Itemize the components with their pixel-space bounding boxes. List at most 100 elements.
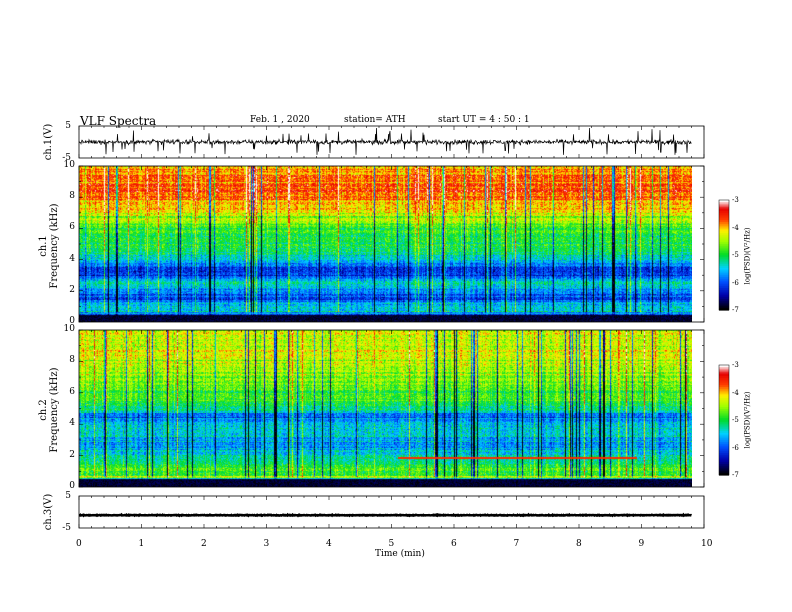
chart-title: VLF Spectra (80, 114, 157, 128)
cb1-band-21 (719, 238, 729, 241)
y-tick-label-w1-top: 5 (65, 121, 71, 131)
y-tick-label-w3-top: 5 (65, 491, 71, 501)
cb2-band-52 (719, 460, 729, 463)
cb1-tick--4: -4 (732, 223, 739, 232)
x-tick-label-1: 1 (138, 539, 145, 549)
cb1-band-54 (719, 299, 729, 302)
spectrogram-image-ch.1 (79, 166, 692, 322)
x-tick-label-10: 10 (701, 539, 713, 549)
cb2-frame (718, 364, 730, 476)
cb1-band-41 (719, 275, 729, 278)
cb2-tick--7: -7 (732, 471, 739, 479)
cb1-band-47 (719, 286, 729, 289)
cb2-band-54 (719, 464, 729, 467)
cb2-band-46 (719, 449, 729, 452)
cb1-band-34 (719, 262, 729, 265)
spectrogram-image-ch.2 (79, 330, 692, 487)
cb2-band-18 (719, 398, 729, 401)
cb2-band-57 (719, 469, 729, 472)
cb2-band-30 (719, 420, 729, 423)
cb1-band-26 (719, 247, 729, 251)
cb2-band-5 (719, 374, 729, 377)
cb2-band-47 (719, 451, 729, 454)
date-label: Feb. 1 , 2020 (250, 115, 310, 125)
cb1-band-29 (719, 253, 729, 256)
cb1-tick--5: -5 (732, 251, 739, 259)
x-tick-label-9: 9 (638, 539, 645, 549)
y-tick-label-s1-4: 4 (69, 253, 75, 264)
y-tick-label-s2-8: 8 (69, 355, 75, 366)
y-tick-label-s2-4: 4 (69, 418, 75, 429)
cb1-tick--7: -7 (732, 306, 739, 314)
cb1-band-5 (719, 209, 729, 212)
ch2-spectrogram-panel (79, 330, 692, 487)
cb2-band-33 (719, 425, 729, 428)
cb2-band-27 (719, 414, 729, 417)
y-tick-label-s2-0: 0 (69, 481, 75, 491)
cb1-band-16 (719, 229, 729, 232)
ch1-spectrogram-panel (79, 166, 692, 322)
cb2-band-15 (719, 392, 729, 395)
cb1-band-15 (719, 227, 729, 230)
cb1-band-53 (719, 297, 729, 300)
station-label: station= ATH (344, 115, 406, 125)
cb2-band-22 (719, 405, 729, 408)
frame-w3 (78, 495, 705, 529)
cb2-band-8 (719, 379, 729, 383)
cb1-band-9 (719, 216, 729, 219)
cb1-band-17 (719, 231, 729, 234)
cb1-band-6 (719, 211, 729, 214)
cb1-band-22 (719, 240, 729, 243)
waveform-line-1 (78, 512, 692, 518)
cb1-band-18 (719, 233, 729, 236)
cb1-band-14 (719, 225, 729, 229)
cb1-band-55 (719, 300, 729, 304)
cb2-band-55 (719, 465, 729, 469)
cb2-band-3 (719, 370, 729, 373)
cb1-band-32 (719, 258, 729, 262)
cb2-band-31 (719, 421, 729, 425)
cb2-band-59 (719, 473, 729, 476)
cb1-tick--6: -6 (732, 278, 739, 287)
y-tick-label-s1-2: 2 (69, 284, 75, 295)
cb1-band-59 (719, 308, 729, 311)
cb1-band-28 (719, 251, 729, 254)
cb2-band-28 (719, 416, 729, 419)
cb1-band-38 (719, 269, 729, 273)
cb2-band-38 (719, 434, 729, 438)
y-tick-label-s2-2: 2 (69, 449, 75, 460)
x-tick-label-8: 8 (576, 539, 582, 549)
cb1-band-58 (719, 306, 729, 309)
cb2-band-50 (719, 456, 729, 460)
cb2-band-45 (719, 447, 729, 450)
x-tick-label-2: 2 (201, 539, 207, 549)
cb1-band-10 (719, 218, 729, 221)
x-tick-label-3: 3 (263, 539, 270, 549)
cb1-band-44 (719, 280, 729, 284)
waveform-line-0 (78, 127, 692, 155)
cb2-band-40 (719, 438, 729, 441)
cb1-band-12 (719, 222, 729, 225)
cb2-band-43 (719, 443, 729, 447)
cb1-band-25 (719, 245, 729, 249)
cb1-band-31 (719, 256, 729, 260)
cb1-tick--3: -3 (732, 196, 739, 204)
cb1-band-35 (719, 264, 729, 267)
cb1-band-52 (719, 295, 729, 298)
cb1-band-7 (719, 212, 729, 216)
cb1-band-24 (719, 244, 729, 247)
cb2-band-14 (719, 390, 729, 394)
cb2-band-36 (719, 431, 729, 434)
cb2-band-6 (719, 376, 729, 379)
cb2-band-2 (719, 368, 729, 372)
cb2-band-48 (719, 453, 729, 456)
cb1-band-48 (719, 288, 729, 291)
x-tick-label-5: 5 (388, 539, 395, 549)
cb2-band-29 (719, 418, 729, 421)
cb1-band-56 (719, 302, 729, 306)
cb1-band-40 (719, 273, 729, 276)
cb1-band-45 (719, 282, 729, 285)
cb2-band-49 (719, 454, 729, 458)
cb2-band-58 (719, 471, 729, 474)
